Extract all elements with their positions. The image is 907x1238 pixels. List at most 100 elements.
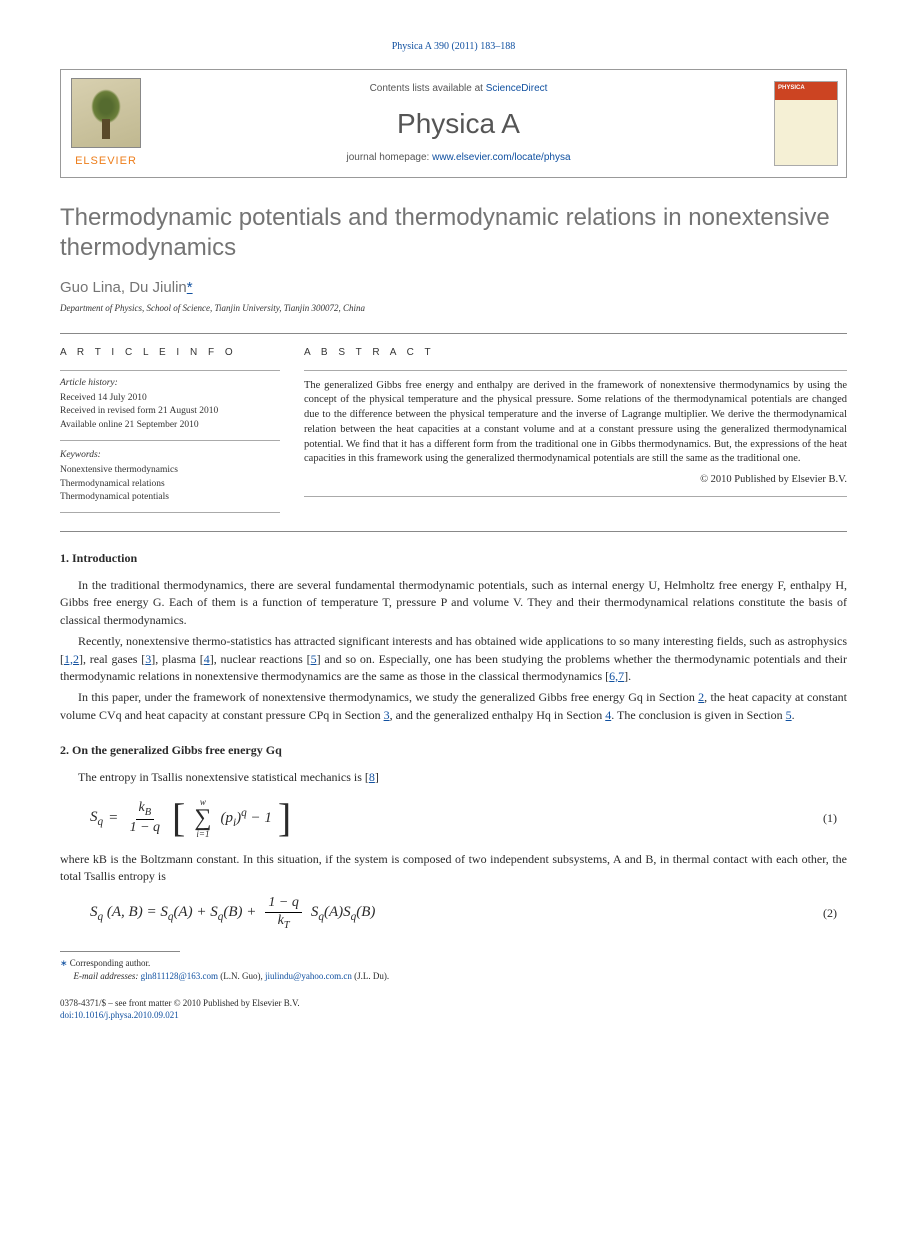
sciencedirect-link[interactable]: ScienceDirect (486, 83, 548, 94)
abstract-divider-top (304, 370, 847, 371)
doi-line: doi:10.1016/j.physa.2010.09.021 (60, 1009, 847, 1022)
eq-sym: (A)S (324, 904, 351, 920)
abstract-column: A B S T R A C T The generalized Gibbs fr… (304, 346, 847, 521)
text-run: ]. (624, 669, 631, 683)
eq-sym: S (90, 904, 98, 920)
equation-1-row: Sq = kB 1 − q [ w ∑ i=1 (pi)q − 1 ] (1) (90, 796, 847, 840)
info-divider-3 (60, 512, 280, 513)
eq-sub: q (98, 816, 104, 828)
issn-copyright-line: 0378-4371/$ – see front matter © 2010 Pu… (60, 997, 847, 1010)
bottom-info-block: 0378-4371/$ – see front matter © 2010 Pu… (60, 997, 847, 1022)
keyword-item: Thermodynamical potentials (60, 491, 280, 504)
journal-cover-thumbnail: PHYSICA (774, 81, 838, 166)
section-1-para-1: In the traditional thermodynamics, there… (60, 577, 847, 629)
article-info-heading: A R T I C L E I N F O (60, 346, 280, 360)
eq-sym: S (90, 809, 98, 825)
email-label: E-mail addresses: (74, 971, 139, 981)
abstract-divider-bottom (304, 496, 847, 497)
article-title: Thermodynamic potentials and thermodynam… (60, 203, 847, 263)
keyword-item: Nonextensive thermodynamics (60, 464, 280, 477)
eq-den: 1 − q (127, 820, 163, 836)
section-1-para-2: Recently, nonextensive thermo-statistics… (60, 633, 847, 685)
doi-label[interactable]: doi: (60, 1010, 74, 1020)
section-2-para-2: where kB is the Boltzmann constant. In t… (60, 851, 847, 886)
publisher-name: ELSEVIER (75, 154, 137, 169)
info-abstract-row: A R T I C L E I N F O Article history: R… (60, 346, 847, 521)
footnote-emails: E-mail addresses: gln811128@163.com (L.N… (60, 970, 847, 983)
elsevier-tree-icon (71, 78, 141, 148)
equation-1-number: (1) (823, 810, 847, 827)
eq-sym: − 1 (247, 810, 272, 826)
text-run: ] (375, 770, 379, 784)
authors-line: Guo Lina, Du Jiulin* (60, 277, 847, 298)
affiliation: Department of Physics, School of Science… (60, 302, 847, 315)
doi-link[interactable]: 10.1016/j.physa.2010.09.021 (74, 1010, 179, 1020)
eq-sym: (A, B) = S (103, 904, 168, 920)
footnote-text: Corresponding author. (70, 958, 151, 968)
article-history-block: Article history: Received 14 July 2010 R… (60, 377, 280, 513)
eq-sym: (B) (356, 904, 375, 920)
text-run: ], real gases [ (79, 652, 145, 666)
email-link-1[interactable]: gln811128@163.com (141, 971, 218, 981)
text-run: , and the generalized enthalpy Hq in Sec… (390, 708, 606, 722)
bracket-right-icon: ] (278, 808, 291, 828)
section-2-heading-text: 2. On the generalized Gibbs free energy … (60, 743, 282, 757)
divider-top (60, 333, 847, 334)
banner-center: Contents lists available at ScienceDirec… (151, 70, 766, 177)
info-divider-1 (60, 370, 280, 371)
history-label: Article history: (60, 377, 280, 390)
keywords-label: Keywords: (60, 449, 280, 462)
contents-prefix: Contents lists available at (370, 83, 486, 94)
contents-available-line: Contents lists available at ScienceDirec… (161, 82, 756, 96)
homepage-line: journal homepage: www.elsevier.com/locat… (161, 151, 756, 165)
ref-link-1-2[interactable]: 1,2 (64, 652, 79, 666)
publisher-block: ELSEVIER (61, 70, 151, 177)
text-run: ], plasma [ (151, 652, 203, 666)
homepage-prefix: journal homepage: (346, 152, 432, 163)
cover-thumb-label: PHYSICA (778, 84, 805, 92)
keyword-item: Thermodynamical relations (60, 478, 280, 491)
article-info-column: A R T I C L E I N F O Article history: R… (60, 346, 280, 521)
corresponding-author-link[interactable]: * (187, 279, 193, 296)
eq-sym: (B) + (223, 904, 256, 920)
journal-name: Physica A (161, 104, 756, 143)
email-link-2[interactable]: jiulindu@yahoo.com.cn (265, 971, 352, 981)
text-run: . (792, 708, 795, 722)
email-who-1: (L.N. Guo), (218, 971, 265, 981)
summation-symbol: w ∑ i=1 (194, 796, 211, 840)
section-2-para-1: The entropy in Tsallis nonextensive stat… (60, 769, 847, 786)
eq-sub: B (145, 807, 151, 818)
text-run: ], nuclear reactions [ (210, 652, 311, 666)
history-item: Received 14 July 2010 (60, 392, 280, 405)
eq-sym: (A) + S (173, 904, 217, 920)
footnote-rule (60, 951, 180, 952)
asterisk-icon: ∗ (60, 958, 68, 968)
bracket-left-icon: [ (172, 808, 185, 828)
abstract-copyright: © 2010 Published by Elsevier B.V. (304, 473, 847, 488)
text-run: . The conclusion is given in Section (611, 708, 785, 722)
cover-block: PHYSICA (766, 70, 846, 177)
info-divider-2 (60, 440, 280, 441)
section-1-heading: 1. Introduction (60, 550, 847, 567)
eq-fraction: kB 1 − q (127, 800, 163, 836)
author-1: Guo Lina, (60, 279, 129, 296)
equation-1: Sq = kB 1 − q [ w ∑ i=1 (pi)q − 1 ] (90, 796, 291, 840)
eq-sym: (p (220, 810, 233, 826)
equation-2: Sq (A, B) = Sq(A) + Sq(B) + 1 − q kT Sq(… (90, 895, 375, 931)
equation-2-row: Sq (A, B) = Sq(A) + Sq(B) + 1 − q kT Sq(… (90, 895, 847, 931)
footnote-corresponding: ∗ Corresponding author. (60, 957, 847, 970)
journal-banner: ELSEVIER Contents lists available at Sci… (60, 69, 847, 178)
eq-sub: T (284, 919, 290, 930)
history-item: Received in revised form 21 August 2010 (60, 405, 280, 418)
eq-fraction: 1 − q kT (265, 895, 301, 931)
abstract-text: The generalized Gibbs free energy and en… (304, 379, 847, 467)
section-1-para-3: In this paper, under the framework of no… (60, 689, 847, 724)
ref-link-6-7[interactable]: 6,7 (609, 669, 624, 683)
section-2-heading: 2. On the generalized Gibbs free energy … (60, 742, 847, 759)
text-run: In this paper, under the framework of no… (78, 690, 698, 704)
eq-num-frac: 1 − q (265, 895, 301, 912)
running-header: Physica A 390 (2011) 183–188 (60, 40, 847, 54)
abstract-heading: A B S T R A C T (304, 346, 847, 360)
journal-homepage-link[interactable]: www.elsevier.com/locate/physa (432, 152, 570, 163)
sum-lower: i=1 (196, 828, 209, 841)
